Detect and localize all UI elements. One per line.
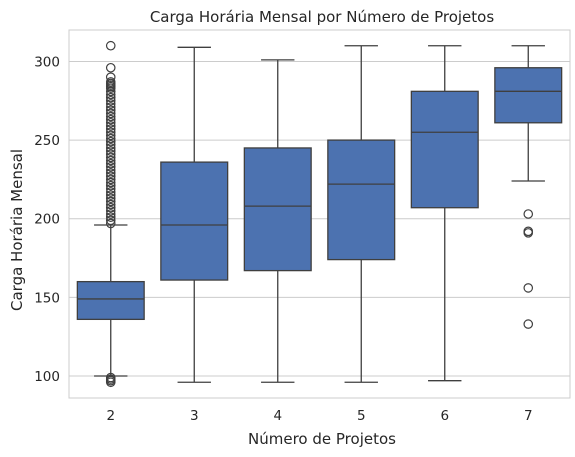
outlier-point [105,77,116,87]
outlier-point [105,149,116,160]
x-tick-label: 2 [106,408,115,424]
box-iqr [160,161,229,281]
outlier-point [105,62,116,73]
box-iqr [76,280,145,321]
outlier-point [105,162,116,172]
outlier-point [105,111,116,122]
outlier-point [105,196,116,207]
outlier-point [105,202,116,213]
outlier-point [105,72,116,82]
x-tick-label: 5 [357,408,366,424]
outlier-point [105,136,116,147]
outlier-point [105,40,116,51]
outlier-point [523,209,534,219]
outlier-point [105,108,116,119]
outlier-point [523,283,534,293]
box-3 [160,46,229,383]
outlier-point [105,199,116,210]
y-tick-label: 200 [34,212,60,228]
outlier-point [105,95,116,106]
outlier-point [105,99,116,109]
outlier-point [105,114,116,125]
y-tick-label: 250 [34,133,60,149]
outlier-point [105,102,116,112]
outlier-point [105,177,116,188]
outlier-point [105,174,116,185]
outlier-point [105,105,116,116]
outlier-point [105,92,116,103]
outlier-point [105,206,116,216]
outlier-point [105,215,116,226]
outlier-point [105,133,116,144]
y-tick-label: 100 [34,369,60,385]
y-tick-label: 150 [34,290,60,306]
x-axis-ticks: 2 3 4 5 6 7 [106,408,532,424]
y-tick-label: 300 [34,54,60,70]
outlier-point [105,121,116,131]
y-axis-ticks: 100 150 200 250 300 [34,54,60,385]
box-2 [76,40,145,388]
outlier-point [105,180,116,191]
box-7 [494,45,563,329]
outlier-point [105,127,116,138]
outlier-point [523,228,534,238]
outlier-point [105,165,116,175]
outlier-point [105,372,116,383]
box-6 [410,45,479,382]
x-axis-label: Número de Projetos [248,430,396,448]
box-iqr [243,147,312,272]
plot-frame [68,29,571,399]
outlier-point [105,184,116,194]
outlier-point [105,171,116,182]
outlier-point [105,193,116,204]
y-axis-label: Carga Horária Mensal [8,149,26,311]
x-tick-label: 3 [190,408,199,424]
outlier-point [105,187,116,197]
grid-lines [69,60,570,377]
outlier-point [105,140,116,150]
outlier-point [105,218,116,229]
outlier-point [523,319,534,329]
outlier-point [105,190,116,200]
outlier-point [105,117,116,128]
outlier-point [105,146,116,156]
outlier-point [105,158,116,169]
box-4 [243,59,312,383]
boxes-layer [76,40,563,388]
box-iqr [410,90,479,209]
x-tick-label: 4 [273,408,282,424]
x-tick-label: 7 [524,408,533,424]
box-iqr [327,139,396,261]
outlier-point [105,124,116,134]
outlier-point [105,130,116,141]
outlier-point [105,209,116,219]
x-tick-label: 6 [440,408,449,424]
box-5 [327,45,396,383]
outlier-point [105,155,116,166]
box-iqr [494,67,563,124]
outlier-point [105,152,116,163]
outlier-point [105,143,116,153]
outlier-point [105,168,116,178]
chart-title: Carga Horária Mensal por Número de Proje… [150,8,495,26]
outlier-point [105,212,116,222]
